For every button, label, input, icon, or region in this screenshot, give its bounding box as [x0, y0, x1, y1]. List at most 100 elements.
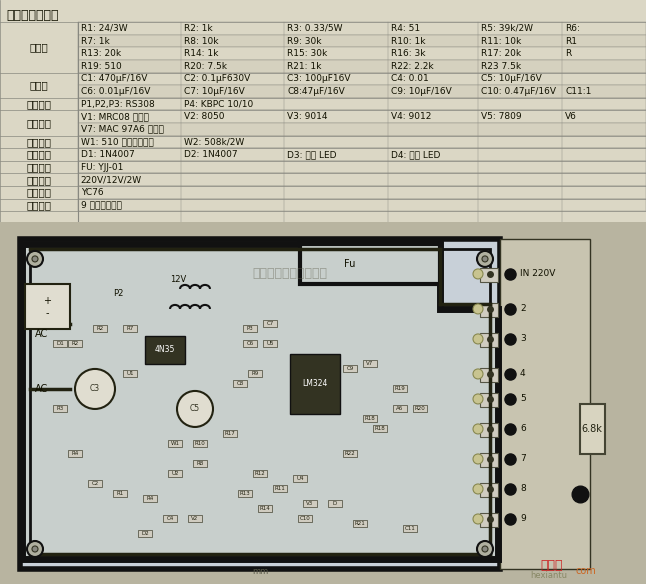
Bar	[68, 450, 82, 457]
Text: 4N35: 4N35	[155, 346, 175, 354]
Text: R4: R4	[71, 451, 79, 457]
Text: D: D	[333, 502, 337, 506]
Bar	[78, 72, 646, 85]
Text: V5: 7809: V5: 7809	[481, 112, 522, 121]
Bar	[403, 525, 417, 532]
Text: C7: C7	[266, 321, 274, 326]
Bar	[233, 380, 247, 387]
Text: C11: C11	[404, 527, 415, 531]
Text: R19: 510: R19: 510	[81, 62, 121, 71]
Text: C10: 0.47μF/16V: C10: 0.47μF/16V	[481, 87, 556, 96]
Text: +
-: + -	[43, 296, 51, 318]
Text: 变压器：: 变压器：	[26, 175, 51, 185]
Circle shape	[32, 256, 38, 262]
Text: U4: U4	[297, 477, 304, 481]
Circle shape	[473, 394, 483, 404]
Circle shape	[473, 514, 483, 524]
Bar	[290, 354, 340, 414]
Text: 2: 2	[520, 304, 526, 314]
Text: R10: R10	[194, 442, 205, 447]
Bar	[300, 244, 440, 284]
Text: V7: V7	[366, 361, 373, 366]
Text: A6: A6	[397, 406, 404, 412]
Text: C10: C10	[300, 516, 310, 522]
Bar	[258, 505, 272, 512]
Bar	[480, 333, 498, 347]
Text: R6:: R6:	[565, 24, 580, 33]
Bar	[143, 495, 157, 502]
Text: V6: V6	[565, 112, 577, 121]
Text: 4: 4	[520, 370, 526, 378]
Text: V7: MAC 97A6 可控硅: V7: MAC 97A6 可控硅	[81, 125, 163, 134]
Bar	[480, 423, 498, 437]
Bar	[303, 500, 317, 507]
Bar	[480, 393, 498, 407]
Text: V2: 8050: V2: 8050	[184, 112, 225, 121]
Text: R22: 2.2k: R22: 2.2k	[391, 62, 433, 71]
Text: R17: 20k: R17: 20k	[481, 49, 521, 58]
Text: 9: 9	[520, 515, 526, 523]
Text: R15: 30k: R15: 30k	[287, 49, 328, 58]
Text: C8:47μF/16V: C8:47μF/16V	[287, 87, 345, 96]
Text: Fu: Fu	[344, 259, 356, 269]
Text: R: R	[565, 49, 572, 58]
Bar	[78, 110, 646, 123]
Text: C6: 0.01μF/16V: C6: 0.01μF/16V	[81, 87, 150, 96]
Text: C2: 0.1μF630V: C2: 0.1μF630V	[184, 74, 251, 84]
Bar	[580, 404, 605, 454]
Text: AC: AC	[35, 329, 48, 339]
Text: D2: D2	[141, 531, 149, 537]
Text: D3: 绿色 LED: D3: 绿色 LED	[287, 150, 337, 159]
Bar	[193, 440, 207, 447]
Text: mm: mm	[252, 567, 268, 576]
Text: 9 线焊板接线端: 9 线焊板接线端	[81, 200, 121, 210]
Text: 接线图: 接线图	[540, 559, 563, 572]
Bar	[188, 515, 202, 522]
Text: R21: R21	[355, 522, 366, 527]
Bar	[93, 325, 107, 332]
Bar	[78, 186, 646, 199]
Bar	[68, 340, 82, 347]
Text: R3: 0.33/5W: R3: 0.33/5W	[287, 24, 343, 33]
Text: IN 220V: IN 220V	[520, 269, 556, 279]
Bar	[243, 325, 257, 332]
Text: R3: R3	[56, 406, 63, 412]
Text: R18: R18	[375, 426, 386, 432]
Text: C6: C6	[246, 342, 254, 346]
Text: P2: P2	[113, 290, 123, 298]
Text: R10: 1k: R10: 1k	[391, 37, 425, 46]
Bar	[480, 513, 498, 527]
Bar	[78, 173, 646, 186]
Text: D4: 红色 LED: D4: 红色 LED	[391, 150, 440, 159]
Text: R2: R2	[96, 326, 103, 332]
Text: R14: 1k: R14: 1k	[184, 49, 218, 58]
Text: R8: 10k: R8: 10k	[184, 37, 218, 46]
Text: 接线端：: 接线端：	[26, 200, 51, 210]
Bar	[78, 60, 646, 72]
Text: 二极管：: 二极管：	[26, 150, 51, 159]
Bar	[273, 485, 287, 492]
Text: R1: R1	[116, 492, 123, 496]
Text: V4: 9012: V4: 9012	[391, 112, 432, 121]
Text: C7: 10μF/16V: C7: 10μF/16V	[184, 87, 245, 96]
Text: hexiantu: hexiantu	[530, 571, 567, 580]
Bar	[393, 385, 407, 392]
Bar	[168, 470, 182, 477]
Text: C9: 10μF/16V: C9: 10μF/16V	[391, 87, 452, 96]
Text: 220V/12V/2W: 220V/12V/2W	[81, 175, 142, 184]
Text: R9: 30k: R9: 30k	[287, 37, 322, 46]
Bar	[480, 453, 498, 467]
Circle shape	[75, 369, 115, 409]
Text: R11: 10k: R11: 10k	[481, 37, 521, 46]
Bar	[145, 336, 185, 364]
Text: YC76: YC76	[81, 188, 103, 197]
Text: C9: C9	[346, 366, 353, 371]
Circle shape	[473, 369, 483, 379]
Bar	[78, 98, 646, 110]
Bar	[293, 475, 307, 482]
Text: C3: C3	[90, 384, 100, 394]
Text: W1: W1	[171, 442, 180, 447]
Text: R14: R14	[260, 506, 271, 512]
Text: V3: V3	[306, 502, 313, 506]
Text: 散热片：: 散热片：	[26, 187, 51, 197]
